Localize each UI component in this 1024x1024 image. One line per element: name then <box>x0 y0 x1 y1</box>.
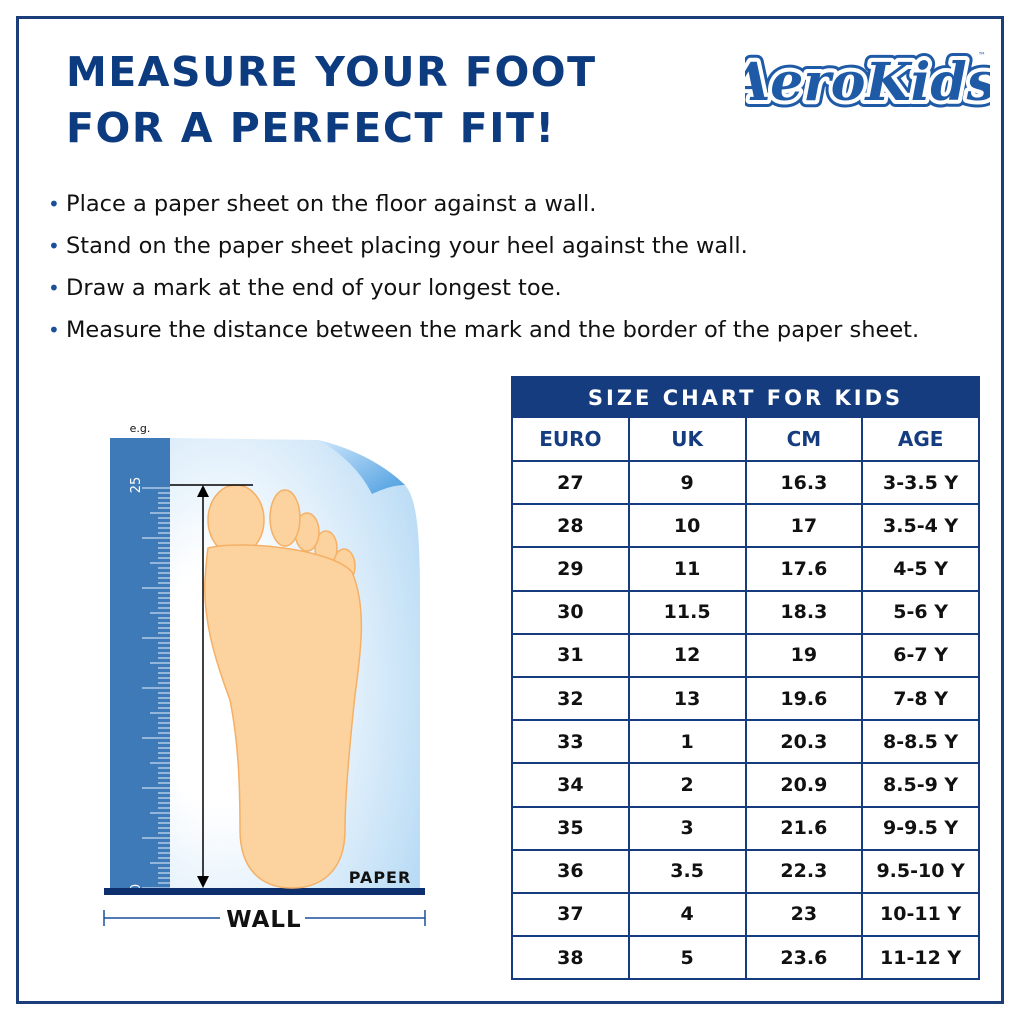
table-cell-age: 4-5 Y <box>861 548 978 590</box>
table-cell-uk: 9 <box>627 462 745 504</box>
wall-label: WALL <box>226 907 301 933</box>
table-cell-age: 11-12 Y <box>861 937 978 979</box>
table-cell-euro: 30 <box>557 601 584 624</box>
table-cell-euro: 33 <box>557 730 584 753</box>
arrow-up-icon <box>197 485 209 497</box>
table-cell-cm: 17.6 <box>744 548 862 590</box>
page-border <box>16 16 1004 1004</box>
size-chart-title: SIZE CHART FOR KIDS <box>513 378 978 416</box>
instruction-item: • Measure the distance between the mark a… <box>48 317 920 343</box>
table-cell-euro: 32 <box>557 687 584 710</box>
table-cell-cm: 23.6 <box>744 937 862 979</box>
column-header: CM <box>744 418 862 460</box>
page-title: MEASURE YOUR FOOT FOR A PERFECT FIT! <box>66 44 597 156</box>
table-cell-euro: 35 <box>557 817 584 840</box>
ruler-ticks <box>142 487 170 889</box>
table-cell-euro: 34 <box>557 773 584 796</box>
aerokids-logo: AeroKids AeroKids AeroKids ™ <box>745 45 990 120</box>
table-cell-age: 9.5-10 Y <box>861 850 978 892</box>
size-chart-table: SIZE CHART FOR KIDS EURO UK CM AGE 27 9 16… <box>511 376 980 981</box>
table-row: 34 2 20.9 8.5-9 Y <box>513 762 978 806</box>
table-cell-uk: 13 <box>627 677 745 720</box>
table-row: 37 4 23 10-11 Y <box>513 891 978 936</box>
column-header: UK <box>627 418 745 460</box>
table-cell-uk: 2 <box>627 764 745 806</box>
table-cell-uk: 3.5 <box>627 850 745 892</box>
table-cell-uk: 11 <box>627 548 745 590</box>
table-row: 33 1 20.3 8-8.5 Y <box>513 719 978 763</box>
table-cell-age: 8.5-9 Y <box>861 764 978 806</box>
table-cell-uk: 1 <box>627 721 745 763</box>
table-cell-cm: 21.6 <box>744 807 862 849</box>
table-cell-age: 7-8 Y <box>861 677 978 720</box>
table-cell-uk: 10 <box>627 505 745 547</box>
table-cell-cm: 18.3 <box>744 591 862 633</box>
table-cell-euro: 28 <box>557 514 584 537</box>
table-row: 30 11.5 18.3 5-6 Y <box>513 589 978 633</box>
arrow-down-icon <box>197 876 209 888</box>
table-row: 28 10 17 3.5-4 Y <box>513 503 978 547</box>
table-cell-age: 10-11 Y <box>861 893 978 936</box>
table-cell-uk: 11.5 <box>627 591 745 633</box>
instruction-item: • Stand on the paper sheet placing your h… <box>48 233 748 259</box>
table-cell-age: 9-9.5 Y <box>861 807 978 849</box>
table-row: 32 13 19.6 7-8 Y <box>513 675 978 720</box>
table-cell-cm: 20.3 <box>744 721 862 763</box>
wall-floor-line <box>104 888 425 895</box>
table-cell-euro: 37 <box>557 903 584 926</box>
paper-curl <box>318 440 405 494</box>
table-cell-cm: 22.3 <box>744 850 862 892</box>
table-row: 36 3.5 22.3 9.5-10 Y <box>513 848 978 892</box>
ruler <box>110 438 170 895</box>
table-row: 27 9 16.3 3-3.5 Y <box>513 460 978 504</box>
table-header-row: EURO UK CM AGE <box>513 416 978 460</box>
table-row: 38 5 23.6 11-12 Y <box>513 935 978 979</box>
table-cell-euro: 29 <box>557 557 584 580</box>
table-cell-cm: 17 <box>744 505 862 547</box>
table-cell-cm: 19 <box>744 634 862 676</box>
table-cell-uk: 3 <box>627 807 745 849</box>
table-cell-age: 6-7 Y <box>861 634 978 676</box>
table-cell-euro: 27 <box>557 471 584 494</box>
column-header: AGE <box>861 418 978 460</box>
table-cell-age: 8-8.5 Y <box>861 721 978 763</box>
instructions-list: • Place a paper sheet on the floor agains… <box>48 183 919 351</box>
table-row: 29 11 17.6 4-5 Y <box>513 546 978 590</box>
ruler-25-label: 25 <box>129 477 144 494</box>
table-cell-cm: 20.9 <box>744 764 862 806</box>
svg-text:AeroKids: AeroKids <box>745 52 990 113</box>
example-label: e.g. <box>130 422 151 435</box>
title-line-2: FOR A PERFECT FIT! <box>66 104 556 152</box>
table-cell-uk: 5 <box>627 937 745 979</box>
title-line-1: MEASURE YOUR FOOT <box>66 48 597 96</box>
table-cell-age: 3-3.5 Y <box>861 462 978 504</box>
paper-label: PAPER <box>349 868 412 887</box>
table-row: 35 3 21.6 9-9.5 Y <box>513 805 978 849</box>
table-cell-euro: 31 <box>557 644 584 667</box>
table-cell-euro: 38 <box>557 946 584 969</box>
table-cell-cm: 16.3 <box>744 462 862 504</box>
table-cell-age: 5-6 Y <box>861 591 978 633</box>
table-cell-uk: 12 <box>627 634 745 676</box>
table-cell-uk: 4 <box>627 893 745 936</box>
table-cell-cm: 19.6 <box>744 677 862 720</box>
svg-text:™: ™ <box>978 51 986 60</box>
table-cell-cm: 23 <box>744 893 862 936</box>
table-row: 31 12 19 6-7 Y <box>513 632 978 676</box>
foot-icon <box>204 484 363 889</box>
svg-text:AeroKids: AeroKids <box>745 52 990 113</box>
table-cell-age: 3.5-4 Y <box>861 505 978 547</box>
instruction-item: • Place a paper sheet on the floor agains… <box>48 191 597 217</box>
svg-text:AeroKids: AeroKids <box>745 52 990 113</box>
column-header: EURO <box>539 427 602 451</box>
instruction-item: • Draw a mark at the end of your longest … <box>48 275 562 301</box>
table-cell-euro: 36 <box>557 860 584 883</box>
